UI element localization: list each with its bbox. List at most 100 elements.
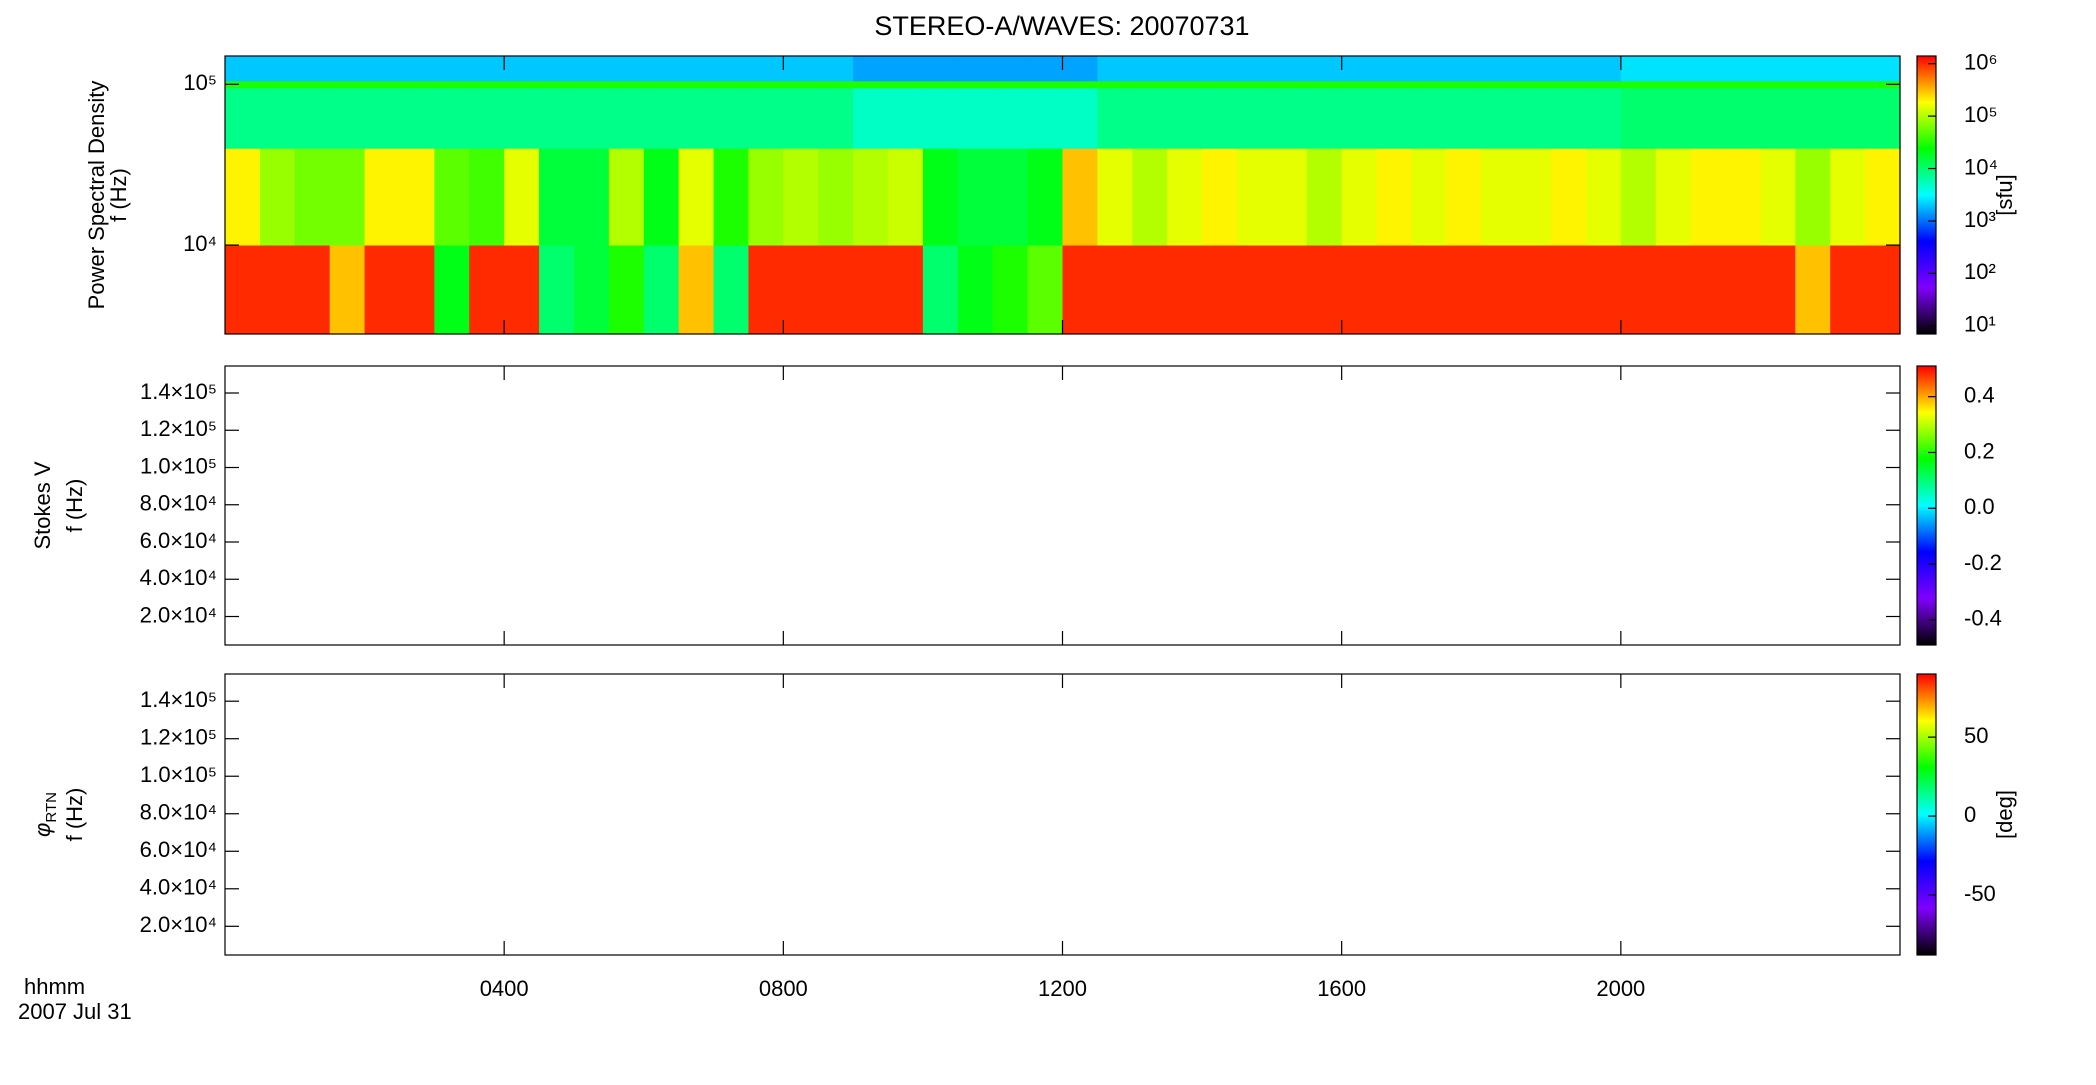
spectrogram-cell	[922, 245, 959, 335]
spectrogram-cell	[1620, 245, 1657, 335]
spectrogram-cell	[259, 245, 296, 335]
spectrogram-cell	[1481, 56, 1517, 82]
colorbar-tick-label: 10¹	[1964, 312, 1996, 337]
spectrogram-cell	[1167, 148, 1203, 246]
spectrogram-cell	[469, 56, 505, 82]
spectrogram-cell	[678, 80, 715, 89]
y-axis-unit: f (Hz)	[62, 479, 87, 533]
spectrogram-cell	[922, 80, 959, 89]
spectrogram-cell	[1202, 80, 1238, 89]
spectrogram-cell	[678, 245, 715, 335]
y-tick-label: 6.0×10⁴	[140, 837, 217, 862]
spectrogram-cell	[1062, 56, 1098, 82]
y-tick-label: 10⁵	[183, 70, 217, 95]
spectrogram-cell	[957, 148, 994, 246]
spectrogram-cell	[1097, 87, 1133, 149]
spectrogram-cell	[1865, 56, 1901, 82]
spectrogram-cell	[539, 245, 575, 335]
chart-title: STEREO-A/WAVES: 20070731	[874, 11, 1249, 41]
spectrogram-cell	[1585, 148, 1622, 246]
spectrogram-cell	[1306, 56, 1343, 82]
spectrogram-cell	[888, 245, 924, 335]
spectrogram-cell	[643, 56, 680, 82]
spectrogram-cell	[1062, 80, 1098, 89]
spectrogram-cell	[608, 148, 645, 246]
spectrogram-cell	[1795, 87, 1831, 149]
spectrogram-cell	[1236, 245, 1273, 335]
spectrogram-cell	[225, 87, 261, 149]
spectrogram-cell	[643, 245, 680, 335]
spectrogram-cell	[399, 245, 435, 335]
colorbar-tick-label: 10⁶	[1964, 49, 1998, 74]
spectrogram-cell	[1551, 56, 1587, 82]
spectrogram-cell	[1027, 245, 1064, 335]
colorbar-tick-label: 10⁴	[1964, 154, 1998, 179]
spectrogram-cell	[573, 56, 610, 82]
spectrogram-cell	[1551, 245, 1587, 335]
spectrogram-cell	[678, 56, 715, 82]
time-label: hhmm	[24, 974, 85, 999]
colorbar-tick-label: -0.2	[1964, 550, 2002, 575]
spectrogram-cell	[399, 87, 435, 149]
spectrogram-cell	[1830, 245, 1866, 335]
date-label: 2007 Jul 31	[18, 999, 132, 1024]
spectrogram-cell	[608, 245, 645, 335]
plot-frame	[224, 673, 1901, 956]
y-tick-label: 4.0×10⁴	[140, 875, 217, 900]
spectrogram-cell	[1341, 87, 1378, 149]
spectrogram-cell	[1376, 148, 1413, 246]
spectrogram-cell	[957, 245, 994, 335]
x-tick-label: 0800	[759, 976, 808, 1001]
y-tick-label: 1.0×10⁵	[140, 453, 217, 478]
spectrogram-cell	[504, 80, 540, 89]
spectrogram-cell	[1690, 87, 1727, 149]
spectrogram-cell	[294, 87, 331, 149]
spectrogram-cell	[1271, 245, 1308, 335]
spectrogram-cell	[364, 148, 401, 246]
spectrogram-cell	[1341, 80, 1378, 89]
spectrogram-cell	[1411, 80, 1447, 89]
spectrogram-cell	[1097, 56, 1133, 82]
spectrogram-cell	[1027, 87, 1064, 149]
spectrogram-cell	[1481, 87, 1517, 149]
spectrogram-cell	[1236, 87, 1273, 149]
spectrogram-cell	[1725, 87, 1762, 149]
spectrogram-cell	[434, 80, 470, 89]
spectrogram-cell	[1760, 245, 1796, 335]
spectrogram-cell	[608, 87, 645, 149]
spectrogram-cell	[329, 148, 366, 246]
spectrogram-cell	[364, 56, 401, 82]
spectrogram-cell	[434, 56, 470, 82]
spectrogram-cell	[1411, 87, 1447, 149]
spectrogram-cell	[1516, 148, 1552, 246]
spectrogram-cell	[504, 56, 540, 82]
spectrogram-cell	[853, 87, 889, 149]
y-tick-label: 8.0×10⁴	[140, 491, 217, 516]
spectrogram-cell	[1585, 80, 1622, 89]
spectrogram-cell	[713, 148, 750, 246]
spectrogram-cell	[957, 80, 994, 89]
spectrogram-cell	[469, 87, 505, 149]
spectrogram-cell	[1341, 56, 1378, 82]
spectrogram-cell	[678, 148, 715, 246]
x-tick-label: 0400	[480, 976, 529, 1001]
spectrogram-cell	[783, 87, 819, 149]
spectrogram-cell	[1202, 148, 1238, 246]
spectrogram-cell	[1830, 80, 1866, 89]
spectrogram-cell	[1795, 80, 1831, 89]
spectrogram-cell	[1446, 80, 1482, 89]
spectrogram-cell	[1760, 56, 1796, 82]
spectrogram-cell	[853, 56, 889, 82]
spectrogram-cell	[1830, 87, 1866, 149]
spectrogram-cell	[1132, 56, 1168, 82]
spectrogram-cell	[1481, 148, 1517, 246]
spectrogram-cell	[1585, 245, 1622, 335]
spectrogram-cell	[1725, 80, 1762, 89]
y-tick-label: 1.0×10⁵	[140, 762, 217, 787]
spectrogram-cell	[504, 148, 540, 246]
spectrogram-cell	[1341, 148, 1378, 246]
spectrogram-cell	[643, 80, 680, 89]
spectrogram-cell	[1306, 87, 1343, 149]
x-tick-label: 1200	[1038, 976, 1087, 1001]
spectrogram-cell	[992, 87, 1029, 149]
